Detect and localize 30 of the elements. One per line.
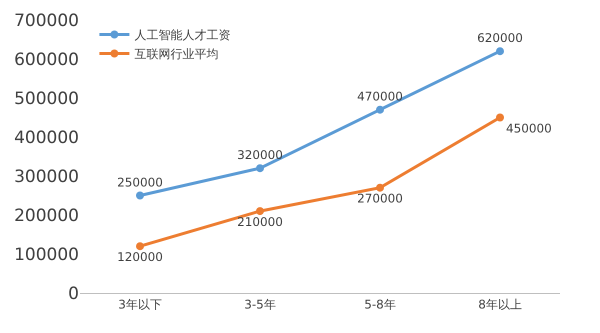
point [136,242,144,250]
legend-label: 人工智能人才工资 [134,28,230,42]
x-tick-label: 3-5年 [244,297,276,312]
data-label: 320000 [237,148,283,162]
x-tick-label: 5-8年 [364,297,396,312]
point [256,164,264,172]
point [136,192,144,200]
x-tick-label: 8年以上 [478,297,522,312]
point [496,47,504,56]
data-label: 470000 [357,90,403,104]
data-label: 270000 [357,192,403,206]
point [256,207,264,216]
y-tick-label: 400000 [14,128,79,148]
data-label: 250000 [117,176,163,190]
data-label: 210000 [237,215,283,230]
y-tick-label: 700000 [14,10,79,31]
y-tick-label: 100000 [14,244,79,265]
y-tick-label: 500000 [14,88,79,109]
data-label: 620000 [477,31,523,46]
data-label: 120000 [117,250,163,264]
data-label: 450000 [506,122,552,136]
y-tick-label: 0 [68,284,79,304]
point [376,106,384,114]
y-tick-label: 300000 [14,166,79,187]
y-tick-label: 200000 [14,206,79,226]
x-tick-label: 3年以下 [118,297,162,312]
legend-label: 互联网行业平均 [134,47,218,62]
y-tick-label: 600000 [14,50,79,70]
point [376,184,384,192]
point [496,114,504,122]
